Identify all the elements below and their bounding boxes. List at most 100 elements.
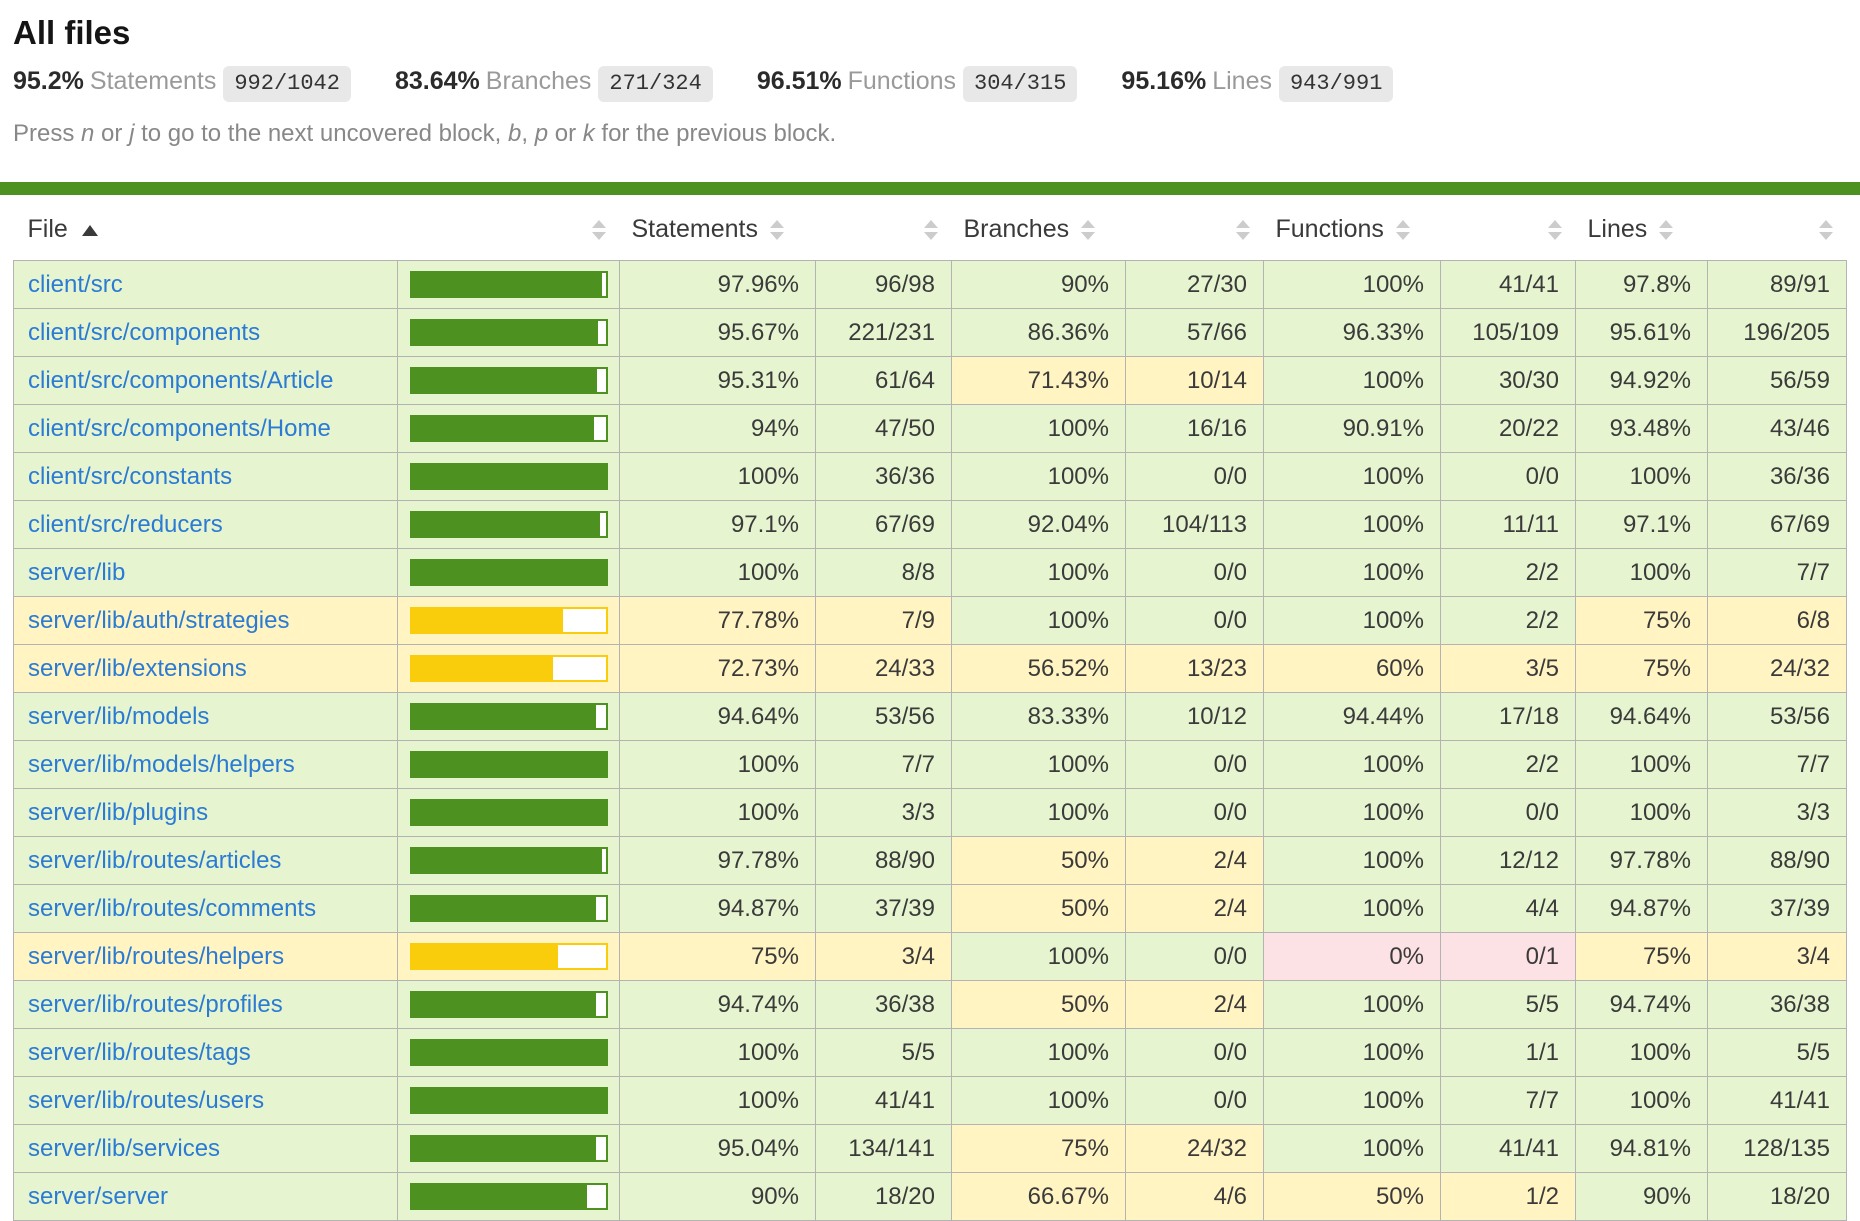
functions-pct-cell: 100%	[1263, 884, 1441, 933]
statements-abs-cell: 37/39	[815, 884, 952, 933]
file-link[interactable]: server/lib/plugins	[28, 798, 209, 826]
lines-pct-cell: 100%	[1575, 740, 1708, 789]
functions-pct-cell: 100%	[1263, 1028, 1441, 1077]
statements-abs-cell: 5/5	[815, 1028, 952, 1077]
lines-abs-cell: 6/8	[1707, 596, 1847, 645]
column-header-statements[interactable]: Statements	[620, 195, 816, 261]
file-link[interactable]: server/lib/routes/helpers	[28, 942, 285, 970]
file-link[interactable]: client/src/reducers	[28, 510, 223, 538]
file-link[interactable]: client/src	[28, 270, 123, 298]
sort-icon-functions-abs[interactable]	[1547, 220, 1562, 241]
coverage-bar	[410, 991, 608, 1018]
file-link[interactable]: server/lib/routes/users	[28, 1086, 265, 1114]
coverage-bar	[410, 943, 608, 970]
column-header-functions-abs[interactable]	[1441, 195, 1576, 261]
bar-cell	[397, 1124, 620, 1173]
lines-pct-cell: 100%	[1575, 1028, 1708, 1077]
sort-icon-functions[interactable]	[1395, 220, 1410, 241]
statements-abs-cell: 3/4	[815, 932, 952, 981]
file-link[interactable]: client/src/components	[28, 318, 261, 346]
coverage-bar-fill	[412, 1041, 606, 1064]
sort-icon-statements[interactable]	[769, 220, 784, 241]
coverage-bar-fill	[412, 897, 597, 920]
lines-abs-cell: 67/69	[1707, 500, 1847, 549]
statements-pct-cell: 72.73%	[619, 644, 816, 693]
file-link[interactable]: client/src/components/Article	[28, 366, 334, 394]
file-cell: client/src/components/Home	[13, 404, 398, 453]
lines-pct-cell: 90%	[1575, 1172, 1708, 1221]
column-header-bar[interactable]	[398, 195, 620, 261]
file-link[interactable]: server/lib/routes/profiles	[28, 990, 283, 1018]
hint-text: or	[548, 120, 583, 147]
coverage-bar	[410, 1087, 608, 1114]
bar-cell	[397, 548, 620, 597]
coverage-bar	[410, 367, 608, 394]
branches-pct-cell: 83.33%	[951, 692, 1126, 741]
functions-pct-cell: 100%	[1263, 548, 1441, 597]
coverage-bar	[410, 703, 608, 730]
file-link[interactable]: server/server	[28, 1182, 169, 1210]
statements-abs-cell: 61/64	[815, 356, 952, 405]
sort-icon-bar[interactable]	[591, 220, 606, 241]
coverage-bar-fill	[412, 561, 606, 584]
column-header-functions[interactable]: Functions	[1264, 195, 1441, 261]
coverage-bar	[410, 271, 608, 298]
lines-pct-cell: 97.1%	[1575, 500, 1708, 549]
branches-pct-cell: 71.43%	[951, 356, 1126, 405]
branches-pct-cell: 86.36%	[951, 308, 1126, 357]
column-header-statements-abs[interactable]	[816, 195, 952, 261]
lines-pct-cell: 97.78%	[1575, 836, 1708, 885]
file-cell: client/src/constants	[13, 452, 398, 501]
file-link[interactable]: server/lib/extensions	[28, 654, 247, 682]
lines-abs-cell: 36/38	[1707, 980, 1847, 1029]
bar-cell	[397, 932, 620, 981]
file-link[interactable]: server/lib/services	[28, 1134, 221, 1162]
file-link[interactable]: server/lib/routes/comments	[28, 894, 317, 922]
functions-pct-cell: 60%	[1263, 644, 1441, 693]
lines-abs-cell: 56/59	[1707, 356, 1847, 405]
column-header-lines[interactable]: Lines	[1576, 195, 1708, 261]
column-header-file-label: File	[27, 215, 68, 243]
statements-abs-cell: 88/90	[815, 836, 952, 885]
branches-pct-cell: 90%	[951, 260, 1126, 309]
file-cell: server/lib/models	[13, 692, 398, 741]
column-header-branches-label: Branches	[963, 215, 1070, 243]
sort-icon-lines[interactable]	[1659, 220, 1674, 241]
file-link[interactable]: server/lib/models	[28, 702, 210, 730]
bar-cell	[397, 884, 620, 933]
metric-percentage: 83.64%	[394, 67, 480, 95]
functions-abs-cell: 0/1	[1440, 932, 1576, 981]
functions-pct-cell: 96.33%	[1263, 308, 1441, 357]
lines-pct-cell: 75%	[1575, 596, 1708, 645]
statements-pct-cell: 94.87%	[619, 884, 816, 933]
statements-abs-cell: 8/8	[815, 548, 952, 597]
coverage-bar-fill	[412, 753, 606, 776]
functions-pct-cell: 100%	[1263, 500, 1441, 549]
file-cell: client/src/components/Article	[13, 356, 398, 405]
sort-icon-lines-abs[interactable]	[1818, 220, 1833, 241]
coverage-bar	[410, 751, 608, 778]
file-link[interactable]: server/lib/models/helpers	[28, 750, 295, 778]
file-link[interactable]: server/lib/routes/articles	[28, 846, 282, 874]
summary-metric: 96.51% Functions 304/315	[757, 66, 1078, 102]
file-link[interactable]: server/lib	[28, 558, 126, 586]
column-header-branches[interactable]: Branches	[952, 195, 1126, 261]
sort-icon-statements-abs[interactable]	[923, 220, 938, 241]
sort-icon-branches[interactable]	[1081, 220, 1096, 241]
column-header-branches-abs[interactable]	[1126, 195, 1264, 261]
file-link[interactable]: server/lib/routes/tags	[28, 1038, 251, 1066]
functions-abs-cell: 1/1	[1440, 1028, 1576, 1077]
branches-abs-cell: 0/0	[1125, 548, 1264, 597]
column-header-file[interactable]: File	[14, 195, 398, 261]
column-header-lines-abs[interactable]	[1708, 195, 1847, 261]
file-link[interactable]: server/lib/auth/strategies	[28, 606, 290, 634]
file-link[interactable]: client/src/constants	[28, 462, 233, 490]
statements-abs-cell: 47/50	[815, 404, 952, 453]
sort-icon-branches-abs[interactable]	[1235, 220, 1250, 241]
file-link[interactable]: client/src/components/Home	[28, 414, 331, 442]
file-cell: server/lib/routes/profiles	[13, 980, 398, 1029]
metric-fraction: 304/315	[963, 66, 1078, 102]
statements-pct-cell: 77.78%	[619, 596, 816, 645]
bar-cell	[397, 404, 620, 453]
sort-asc-icon[interactable]	[81, 224, 98, 236]
